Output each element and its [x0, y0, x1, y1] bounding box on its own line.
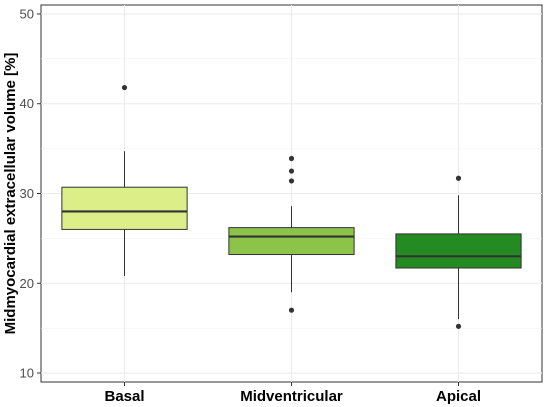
outlier-point: [455, 175, 462, 181]
y-tick-label: 10: [20, 366, 34, 381]
x-tick-label: Apical: [436, 388, 481, 405]
outlier-point: [121, 84, 128, 91]
box-basal: [61, 84, 188, 277]
outlier-point: [288, 168, 295, 174]
y-tick-label: 50: [20, 6, 34, 21]
iqr-box: [61, 186, 188, 230]
box-apical: [395, 175, 522, 329]
box-midventricular: [228, 155, 355, 313]
x-tick-label: Midventricular: [240, 388, 343, 405]
x-tick-label: Basal: [104, 388, 144, 405]
axes: 10 20 30 40 50 Basal Midventricular Apical: [20, 6, 481, 405]
y-tick-label: 20: [20, 276, 34, 291]
boxes: [61, 84, 522, 329]
outlier-point: [288, 178, 295, 184]
y-axis-title: Midmyocardial extracellular volume [%]: [2, 53, 19, 335]
outlier-point: [288, 307, 295, 313]
y-tick-label: 40: [20, 96, 34, 111]
outlier-point: [288, 155, 295, 162]
y-tick-label: 30: [20, 186, 34, 201]
outlier-point: [455, 323, 462, 329]
iqr-box: [395, 233, 522, 269]
iqr-box: [228, 227, 355, 256]
